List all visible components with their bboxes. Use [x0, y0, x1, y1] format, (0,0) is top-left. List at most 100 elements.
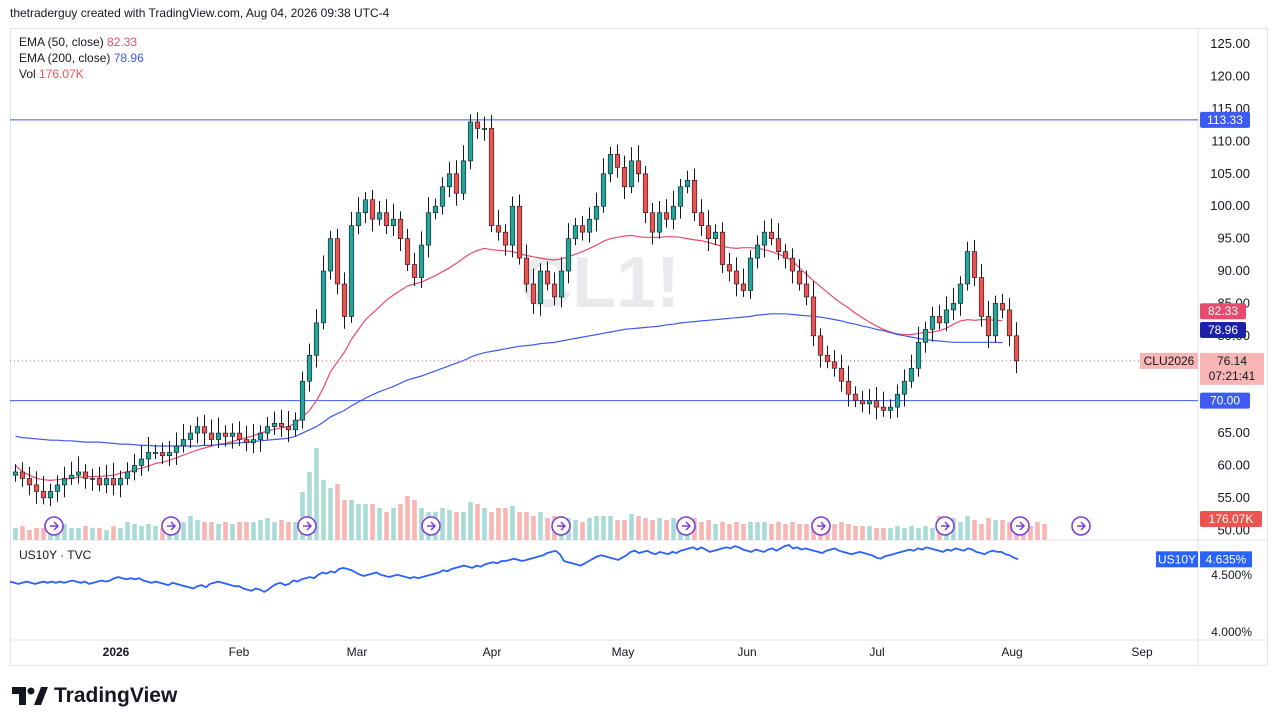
candle-down: [838, 367, 845, 382]
legend-ema200: EMA (200, close) 78.96: [19, 50, 144, 66]
volume-bar: [783, 524, 788, 540]
candle-up: [271, 423, 278, 427]
watermark: CL1!: [520, 243, 680, 323]
ema50-price-label: 82.33: [1208, 304, 1238, 318]
volume-bar: [293, 522, 298, 540]
event-arrow-icon: [682, 521, 692, 531]
volume-bar: [349, 500, 354, 540]
candle-up: [747, 257, 754, 291]
candle-down: [936, 316, 943, 324]
volume-bar: [671, 518, 676, 540]
price-tick-label: 100.00: [1210, 198, 1250, 213]
event-arrow-icon: [167, 521, 177, 531]
price-tick-label: 125.00: [1210, 36, 1250, 51]
volume-bar: [664, 520, 669, 540]
candle-up: [355, 212, 362, 226]
volume-bar: [510, 506, 515, 540]
volume-bar: [377, 508, 382, 540]
volume-bar: [216, 524, 221, 540]
volume-bar: [1000, 520, 1005, 540]
volume-bar: [741, 524, 746, 540]
candle-down: [369, 199, 376, 220]
volume-bar: [111, 526, 116, 540]
candle-up: [418, 244, 425, 278]
volume-bar: [251, 522, 256, 540]
candle-down: [789, 257, 796, 272]
candle-down: [96, 478, 103, 486]
symbol-label-bg: [1140, 352, 1198, 369]
volume-bar: [608, 516, 613, 540]
candle-up: [754, 244, 761, 259]
volume-bar: [132, 524, 137, 540]
volume-bar: [531, 516, 536, 540]
candle-down: [1006, 309, 1013, 337]
volume-bar: [202, 522, 207, 540]
candle-up: [481, 128, 488, 130]
volume-bar: [237, 522, 242, 540]
candle-down: [740, 283, 747, 291]
candle-down: [383, 212, 390, 226]
symbol-label: CLU2026: [1144, 354, 1195, 368]
candle-down: [488, 128, 495, 226]
legend-ema50-label: EMA (50, close): [19, 35, 104, 49]
candle-down: [852, 393, 859, 401]
candle-up: [327, 238, 334, 272]
volume-bar: [580, 522, 585, 540]
volume-bar: [755, 522, 760, 540]
candle-down: [278, 423, 285, 427]
candle-up: [684, 180, 691, 188]
candle-up: [187, 432, 194, 440]
volume-bar: [769, 524, 774, 540]
volume-bar: [76, 528, 81, 540]
volume-bar: [265, 518, 270, 540]
candle-up: [929, 316, 936, 330]
candle-up: [432, 205, 439, 214]
candle-down: [33, 484, 40, 492]
volume-bar: [209, 522, 214, 540]
volume-bar: [776, 522, 781, 540]
candle-down: [635, 160, 642, 175]
volume-bar: [888, 528, 893, 540]
volume-bar: [90, 528, 95, 540]
ema50-price-label-bg: [1200, 303, 1246, 320]
candle-up: [257, 432, 264, 440]
ema200-line: [15, 313, 1003, 447]
candle-up: [12, 471, 19, 476]
us10y-series: [9, 544, 1019, 593]
candle-up: [54, 484, 61, 492]
candle-down: [516, 205, 523, 259]
volume-bar: [790, 522, 795, 540]
legend-vol: Vol 176.07K: [19, 66, 84, 82]
volume-bar: [1028, 526, 1033, 540]
candle-down: [411, 264, 418, 278]
volume-bar: [496, 508, 501, 540]
time-tick-label: Mar: [347, 645, 368, 659]
candle-up: [901, 380, 908, 395]
candle-down: [243, 439, 250, 444]
volume-bar: [258, 520, 263, 540]
candle-down: [208, 432, 215, 440]
volume-label: 176.07K: [1209, 512, 1254, 526]
candle-down: [236, 432, 243, 440]
tradingview-logo-text: TradingView: [54, 684, 178, 707]
candle-up: [47, 491, 54, 499]
legend-vol-value: 176.07K: [39, 67, 84, 81]
legend-ema50-value: 82.33: [107, 35, 138, 49]
time-tick-label: Apr: [483, 645, 502, 659]
volume-bar: [230, 524, 235, 540]
candle-up: [915, 342, 922, 369]
volume-label-bg: [1200, 511, 1262, 527]
volume-bar: [328, 488, 333, 540]
volume-bar: [244, 522, 249, 540]
tradingview-logo[interactable]: TradingView: [12, 684, 177, 708]
candle-up: [712, 231, 719, 239]
candle-down: [663, 212, 670, 220]
volume-bar: [650, 520, 655, 540]
rate-tick-label: 4.000%: [1211, 625, 1252, 639]
volume-bar: [13, 528, 18, 540]
volume-bar: [986, 518, 991, 540]
time-tick-label: May: [612, 645, 635, 659]
volume-bar: [195, 520, 200, 540]
volume-bar: [489, 512, 494, 540]
